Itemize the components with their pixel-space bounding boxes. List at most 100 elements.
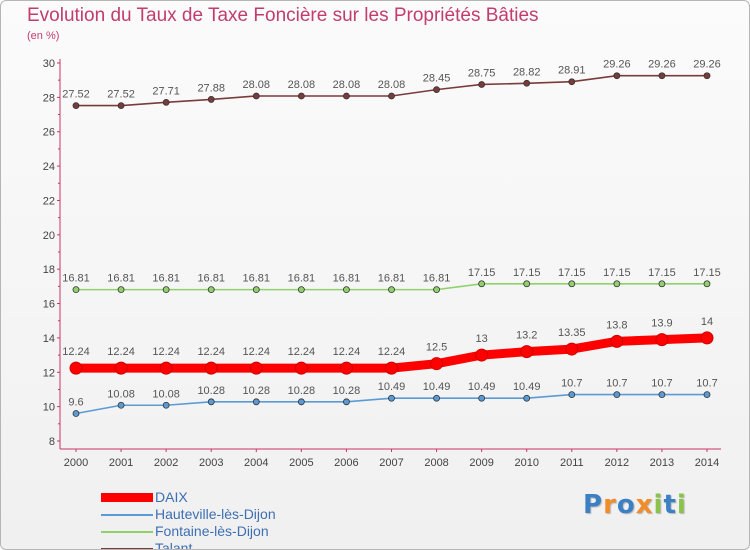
data-label-talant-2012: 29.26 [603, 59, 631, 71]
point-hauteville-l-s-dijon-2006 [343, 398, 350, 406]
data-label-talant-2013: 29.26 [648, 59, 676, 71]
y-tick-label-12: 12 [43, 367, 55, 379]
y-tick-label-10: 10 [43, 402, 55, 414]
point-hauteville-l-s-dijon-2012 [613, 391, 621, 399]
point-fontaine-l-s-dijon-2013 [658, 280, 666, 288]
data-label-talant-2011: 28.91 [558, 65, 586, 77]
point-hauteville-l-s-dijon-2004 [252, 398, 260, 406]
data-label-talant-2009: 28.75 [468, 67, 496, 79]
point-daix-2010 [520, 345, 534, 359]
point-daix-2006 [339, 361, 353, 375]
data-label-fontaine-l-s-dijon-2002: 16.81 [152, 273, 180, 285]
point-hauteville-l-s-dijon-2001 [117, 401, 125, 409]
data-label-fontaine-l-s-dijon-2000: 16.81 [62, 273, 90, 285]
data-label-talant-2006: 28.08 [333, 79, 361, 91]
chart-title: Evolution du Taux de Taxe Foncière sur l… [27, 5, 539, 26]
data-label-fontaine-l-s-dijon-2011: 17.15 [558, 267, 586, 279]
point-hauteville-l-s-dijon-2010 [523, 394, 531, 402]
data-label-daix-2003: 12.24 [197, 346, 225, 358]
logo-letter: i [676, 490, 687, 520]
data-label-talant-2005: 28.08 [288, 79, 316, 91]
point-daix-2004 [249, 361, 263, 375]
data-label-hauteville-l-s-dijon-2009: 10.49 [468, 381, 496, 393]
point-fontaine-l-s-dijon-2012 [613, 280, 621, 288]
y-tick-label-24: 24 [43, 161, 55, 173]
x-tick-label-2008: 2008 [424, 457, 448, 469]
point-daix-2012 [610, 334, 624, 348]
data-label-hauteville-l-s-dijon-2000: 9.6 [68, 397, 83, 409]
point-fontaine-l-s-dijon-2004 [252, 286, 260, 294]
y-tick-label-18: 18 [43, 264, 55, 276]
logo-letter: P [583, 490, 604, 520]
legend-swatch-daix [101, 493, 153, 502]
point-talant-2001 [117, 102, 125, 110]
data-label-hauteville-l-s-dijon-2001: 10.08 [107, 388, 135, 400]
data-label-fontaine-l-s-dijon-2001: 16.81 [107, 273, 135, 285]
legend-label-fontaine: Fontaine-lès-Dijon [155, 523, 269, 539]
data-label-hauteville-l-s-dijon-2004: 10.28 [243, 385, 271, 397]
point-talant-2007 [388, 92, 395, 100]
logo-letter: t [663, 490, 677, 520]
x-tick-label-2013: 2013 [650, 457, 674, 469]
point-talant-2011 [568, 78, 576, 86]
data-label-fontaine-l-s-dijon-2007: 16.81 [378, 273, 406, 285]
point-daix-2007 [385, 361, 398, 375]
x-tick-label-2004: 2004 [244, 457, 268, 469]
data-label-hauteville-l-s-dijon-2003: 10.28 [197, 385, 225, 397]
x-tick-label-2012: 2012 [605, 457, 629, 469]
point-daix-2014 [700, 331, 714, 345]
logo-letter: r [603, 490, 617, 520]
data-label-daix-2001: 12.24 [107, 346, 135, 358]
x-tick-label-2001: 2001 [109, 457, 133, 469]
x-tick-label-2005: 2005 [289, 457, 313, 469]
x-tick-label-2010: 2010 [514, 457, 538, 469]
logo-letter: x [635, 490, 654, 520]
point-daix-2002 [159, 361, 173, 375]
data-label-daix-2000: 12.24 [62, 346, 90, 358]
data-label-daix-2011: 13.35 [558, 327, 586, 339]
data-label-talant-2004: 28.08 [243, 79, 271, 91]
x-tick-label-2002: 2002 [154, 457, 178, 469]
legend-label-talant: Talant [155, 540, 193, 550]
data-label-fontaine-l-s-dijon-2003: 16.81 [197, 273, 225, 285]
point-talant-2009 [478, 81, 486, 88]
y-tick-label-14: 14 [43, 333, 55, 345]
data-label-daix-2010: 13.2 [516, 330, 537, 342]
y-tick-label-22: 22 [43, 195, 55, 207]
data-label-daix-2012: 13.8 [606, 319, 627, 331]
point-fontaine-l-s-dijon-2002 [162, 286, 170, 294]
data-label-talant-2010: 28.82 [513, 66, 541, 78]
y-tick-label-16: 16 [43, 299, 55, 311]
data-label-talant-2008: 28.45 [423, 73, 451, 85]
data-label-daix-2007: 12.24 [378, 346, 406, 358]
data-label-hauteville-l-s-dijon-2010: 10.49 [513, 381, 541, 393]
point-fontaine-l-s-dijon-2010 [523, 280, 531, 288]
data-label-hauteville-l-s-dijon-2002: 10.08 [152, 388, 180, 400]
data-label-talant-2003: 27.88 [197, 82, 225, 94]
point-hauteville-l-s-dijon-2002 [162, 401, 170, 409]
x-tick-label-2007: 2007 [379, 457, 403, 469]
y-tick-label-30: 30 [43, 58, 55, 70]
data-label-daix-2009: 13 [476, 333, 488, 345]
data-label-talant-2001: 27.52 [107, 89, 135, 101]
data-label-fontaine-l-s-dijon-2005: 16.81 [288, 273, 316, 285]
chart-subtitle: (en %) [27, 30, 60, 42]
point-talant-2013 [658, 72, 666, 80]
point-hauteville-l-s-dijon-2011 [568, 391, 576, 399]
point-hauteville-l-s-dijon-2003 [207, 398, 215, 406]
data-label-fontaine-l-s-dijon-2012: 17.15 [603, 267, 631, 279]
x-tick-label-2006: 2006 [334, 457, 358, 469]
data-label-fontaine-l-s-dijon-2013: 17.15 [648, 267, 676, 279]
point-fontaine-l-s-dijon-2003 [207, 286, 215, 294]
data-label-fontaine-l-s-dijon-2008: 16.81 [423, 273, 451, 285]
point-daix-2009 [475, 348, 489, 362]
data-label-daix-2006: 12.24 [333, 346, 361, 358]
point-talant-2005 [297, 92, 305, 100]
point-daix-2000 [69, 361, 83, 375]
point-hauteville-l-s-dijon-2008 [433, 394, 440, 402]
data-label-talant-2002: 27.71 [152, 85, 180, 97]
point-hauteville-l-s-dijon-2013 [658, 391, 666, 399]
point-talant-2002 [162, 98, 170, 106]
